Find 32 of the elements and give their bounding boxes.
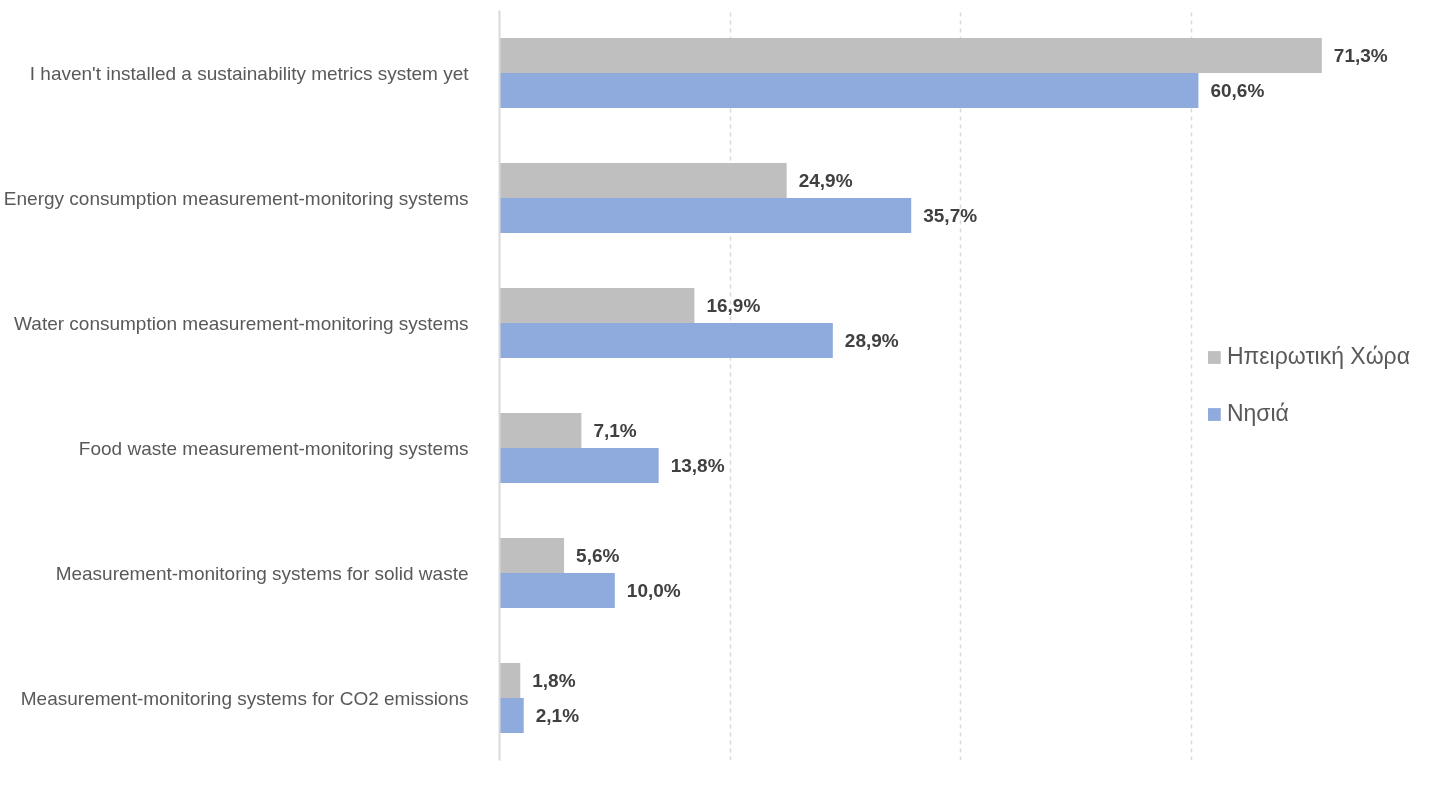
data-label: 24,9% bbox=[798, 170, 853, 191]
bar bbox=[499, 38, 1322, 73]
data-label: 10,0% bbox=[626, 580, 681, 601]
bar bbox=[499, 198, 912, 233]
data-label: 13,8% bbox=[670, 455, 725, 476]
y-tick-label: Measurement-monitoring systems for CO2 emissions bbox=[20, 687, 469, 709]
y-tick-label: Energy consumption measurement-monitoring systems bbox=[3, 187, 469, 209]
data-label: 35,7% bbox=[923, 205, 978, 226]
bar bbox=[499, 538, 565, 573]
bar bbox=[499, 698, 524, 733]
bar bbox=[499, 413, 582, 448]
data-label: 60,6% bbox=[1210, 80, 1265, 101]
data-label: 71,3% bbox=[1333, 45, 1388, 66]
bar bbox=[499, 448, 659, 483]
bar bbox=[499, 73, 1199, 108]
data-label: 28,9% bbox=[844, 330, 899, 351]
data-label: 7,1% bbox=[593, 420, 637, 441]
bar bbox=[499, 573, 615, 608]
y-tick-label: Food waste measurement-monitoring systems bbox=[78, 437, 469, 459]
bar bbox=[499, 663, 521, 698]
legend-label: Νησιά bbox=[1226, 400, 1289, 427]
legend-label: Ηπειρωτική Χώρα bbox=[1226, 343, 1410, 370]
y-tick-label: Water consumption measurement-monitoring systems bbox=[14, 312, 469, 334]
data-label: 5,6% bbox=[576, 545, 620, 566]
data-label: 2,1% bbox=[535, 705, 580, 726]
data-label: 1,8% bbox=[532, 670, 576, 691]
bar bbox=[499, 288, 695, 323]
bar bbox=[499, 323, 833, 358]
y-tick-label: I haven't installed a sustainability metrics system yet bbox=[29, 62, 470, 84]
y-tick-label: Measurement-monitoring systems for solid waste bbox=[55, 562, 469, 584]
data-label: 16,9% bbox=[706, 295, 761, 316]
bar bbox=[499, 163, 787, 198]
